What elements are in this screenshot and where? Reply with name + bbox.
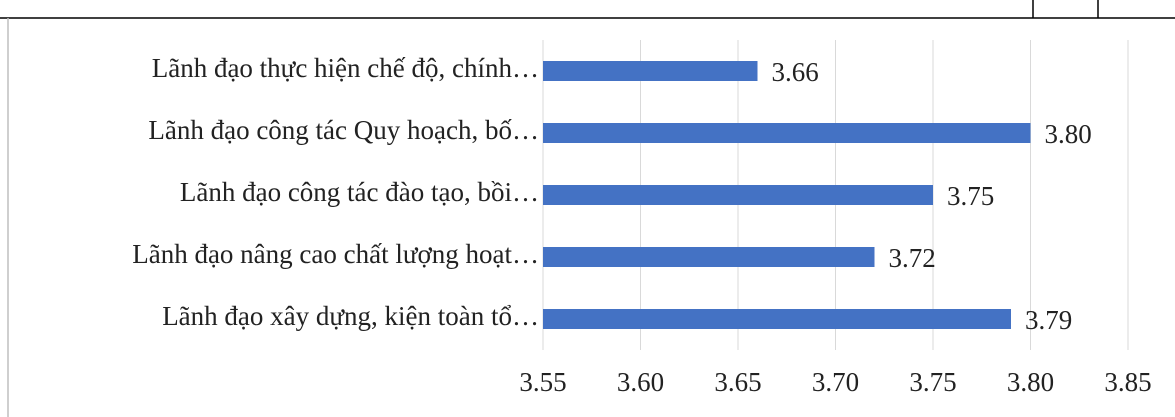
data-label: 3.72 (889, 243, 936, 273)
bar (543, 123, 1031, 143)
x-tick-label: 3.60 (617, 367, 664, 397)
data-label: 3.66 (772, 57, 819, 87)
bar (543, 309, 1011, 329)
bar (543, 247, 875, 267)
x-tick-label: 3.75 (909, 367, 956, 397)
bar (543, 185, 933, 205)
y-tick-label: Lãnh đạo nâng cao chất lượng hoạt… (132, 239, 539, 269)
data-label: 3.75 (947, 181, 994, 211)
y-tick-label: Lãnh đạo thực hiện chế độ, chính… (152, 53, 539, 83)
bar (543, 61, 758, 81)
x-tick-label: 3.65 (714, 367, 761, 397)
y-tick-label: Lãnh đạo xây dựng, kiện toàn tổ… (162, 301, 539, 331)
x-tick-label: 3.85 (1104, 367, 1151, 397)
data-label: 3.79 (1025, 305, 1072, 335)
x-tick-label: 3.55 (519, 367, 566, 397)
data-label: 3.80 (1045, 119, 1092, 149)
x-tick-label: 3.70 (812, 367, 859, 397)
x-tick-label: 3.80 (1007, 367, 1054, 397)
y-tick-label: Lãnh đạo công tác đào tạo, bồi… (180, 177, 539, 207)
y-tick-label: Lãnh đạo công tác Quy hoạch, bố… (148, 115, 539, 145)
